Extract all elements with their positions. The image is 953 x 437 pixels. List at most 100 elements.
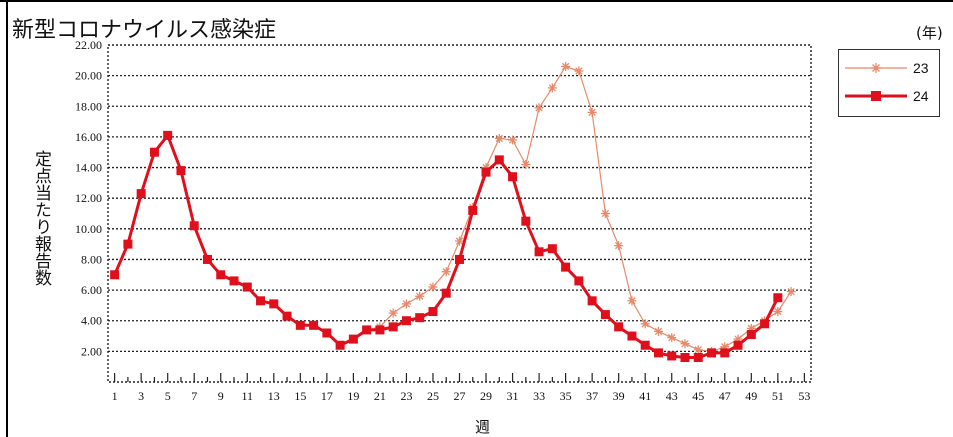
x-tick-label: 41 xyxy=(639,389,651,403)
data-point-24 xyxy=(587,296,597,306)
data-point-24 xyxy=(136,189,146,199)
data-point-24 xyxy=(123,239,133,249)
y-tick-label: 8.00 xyxy=(81,252,102,266)
data-point-24 xyxy=(176,166,186,176)
data-point-24 xyxy=(322,328,332,338)
legend-item-23: 23 xyxy=(839,58,939,80)
data-point-24 xyxy=(455,254,464,264)
data-point-23 xyxy=(415,291,425,301)
data-point-24 xyxy=(269,299,279,309)
x-tick-label: 35 xyxy=(560,389,572,403)
y-tick-label: 14.00 xyxy=(75,161,102,175)
data-point-24 xyxy=(680,352,690,362)
data-point-23 xyxy=(508,135,518,145)
data-point-23 xyxy=(680,339,690,349)
data-point-24 xyxy=(667,351,677,361)
y-tick-label: 22.00 xyxy=(75,38,102,52)
x-tick-label: 47 xyxy=(719,389,731,403)
y-axis-label: 定点当たり報告数 xyxy=(31,150,51,286)
data-point-24 xyxy=(401,316,411,326)
data-point-23 xyxy=(640,319,650,329)
x-tick-label: 19 xyxy=(347,389,359,403)
y-tick-label: 20.00 xyxy=(75,69,102,83)
legend-item-24: 24 xyxy=(839,86,939,108)
data-point-23 xyxy=(773,307,783,317)
data-point-24 xyxy=(614,322,624,332)
x-tick-label: 31 xyxy=(507,389,519,403)
data-point-24 xyxy=(149,147,159,157)
x-tick-label: 21 xyxy=(374,389,386,403)
x-tick-label: 5 xyxy=(165,389,171,403)
data-point-23 xyxy=(614,241,624,251)
data-point-24 xyxy=(481,167,491,177)
x-tick-label: 45 xyxy=(692,389,704,403)
y-tick-label: 4.00 xyxy=(81,314,102,328)
data-point-24 xyxy=(468,205,478,215)
y-tick-label: 10.00 xyxy=(75,222,102,236)
data-point-24 xyxy=(521,216,531,226)
legend-label-24: 24 xyxy=(913,88,929,104)
data-point-24 xyxy=(640,340,650,350)
data-point-24 xyxy=(110,270,120,280)
data-point-23 xyxy=(428,282,438,292)
data-point-24 xyxy=(309,320,319,330)
frame-left-border xyxy=(6,0,8,437)
data-point-24 xyxy=(216,270,226,280)
data-point-24 xyxy=(375,325,385,335)
data-point-24 xyxy=(707,348,717,358)
x-tick-label: 11 xyxy=(241,389,253,403)
data-point-24 xyxy=(720,348,730,358)
x-tick-label: 49 xyxy=(745,389,757,403)
data-point-24 xyxy=(415,313,425,323)
data-point-24 xyxy=(534,247,544,257)
plot-frame xyxy=(107,44,812,383)
legend-label-23: 23 xyxy=(913,60,929,76)
legend-line-23 xyxy=(845,63,907,73)
data-point-24 xyxy=(189,221,199,231)
data-point-23 xyxy=(561,61,571,71)
x-tick-label: 25 xyxy=(427,389,439,403)
data-point-23 xyxy=(547,83,557,93)
data-point-24 xyxy=(733,340,743,350)
data-point-23 xyxy=(521,159,531,169)
data-point-24 xyxy=(348,334,358,344)
frame-top-border xyxy=(0,0,953,2)
x-tick-label: 3 xyxy=(138,389,144,403)
data-point-24 xyxy=(428,307,438,317)
x-tick-label: 7 xyxy=(191,389,197,403)
data-point-24 xyxy=(693,352,703,362)
data-point-24 xyxy=(335,340,345,350)
data-point-23 xyxy=(587,107,597,117)
data-point-24 xyxy=(600,310,610,320)
data-point-24 xyxy=(653,348,663,358)
x-tick-label: 15 xyxy=(294,389,306,403)
y-tick-label: 18.00 xyxy=(75,99,102,113)
data-point-24 xyxy=(295,320,305,330)
legend-line-24 xyxy=(845,91,907,101)
x-tick-label: 1 xyxy=(112,389,118,403)
data-point-24 xyxy=(746,330,756,340)
data-point-24 xyxy=(508,172,518,182)
data-point-24 xyxy=(494,155,504,165)
chart-title: 新型コロナウイルス感染症 xyxy=(12,18,277,43)
y-tick-label: 2.00 xyxy=(81,344,102,358)
series-line-24 xyxy=(113,133,780,359)
y-tick-label: 16.00 xyxy=(75,130,102,144)
data-point-24 xyxy=(163,130,173,140)
x-tick-label: 37 xyxy=(586,389,598,403)
data-point-23 xyxy=(627,296,637,306)
data-point-23 xyxy=(388,308,398,318)
data-point-24 xyxy=(627,331,637,341)
data-point-24 xyxy=(574,276,584,286)
data-point-23 xyxy=(600,209,610,218)
x-tick-label: 39 xyxy=(613,389,625,403)
x-tick-label: 43 xyxy=(666,389,678,403)
data-point-24 xyxy=(256,296,266,306)
x-tick-label: 51 xyxy=(772,389,784,403)
data-point-24 xyxy=(773,293,783,303)
data-point-23 xyxy=(653,326,663,336)
year-unit-label: (年) xyxy=(916,24,943,42)
x-tick-label: 29 xyxy=(480,389,492,403)
data-point-23 xyxy=(494,133,504,143)
